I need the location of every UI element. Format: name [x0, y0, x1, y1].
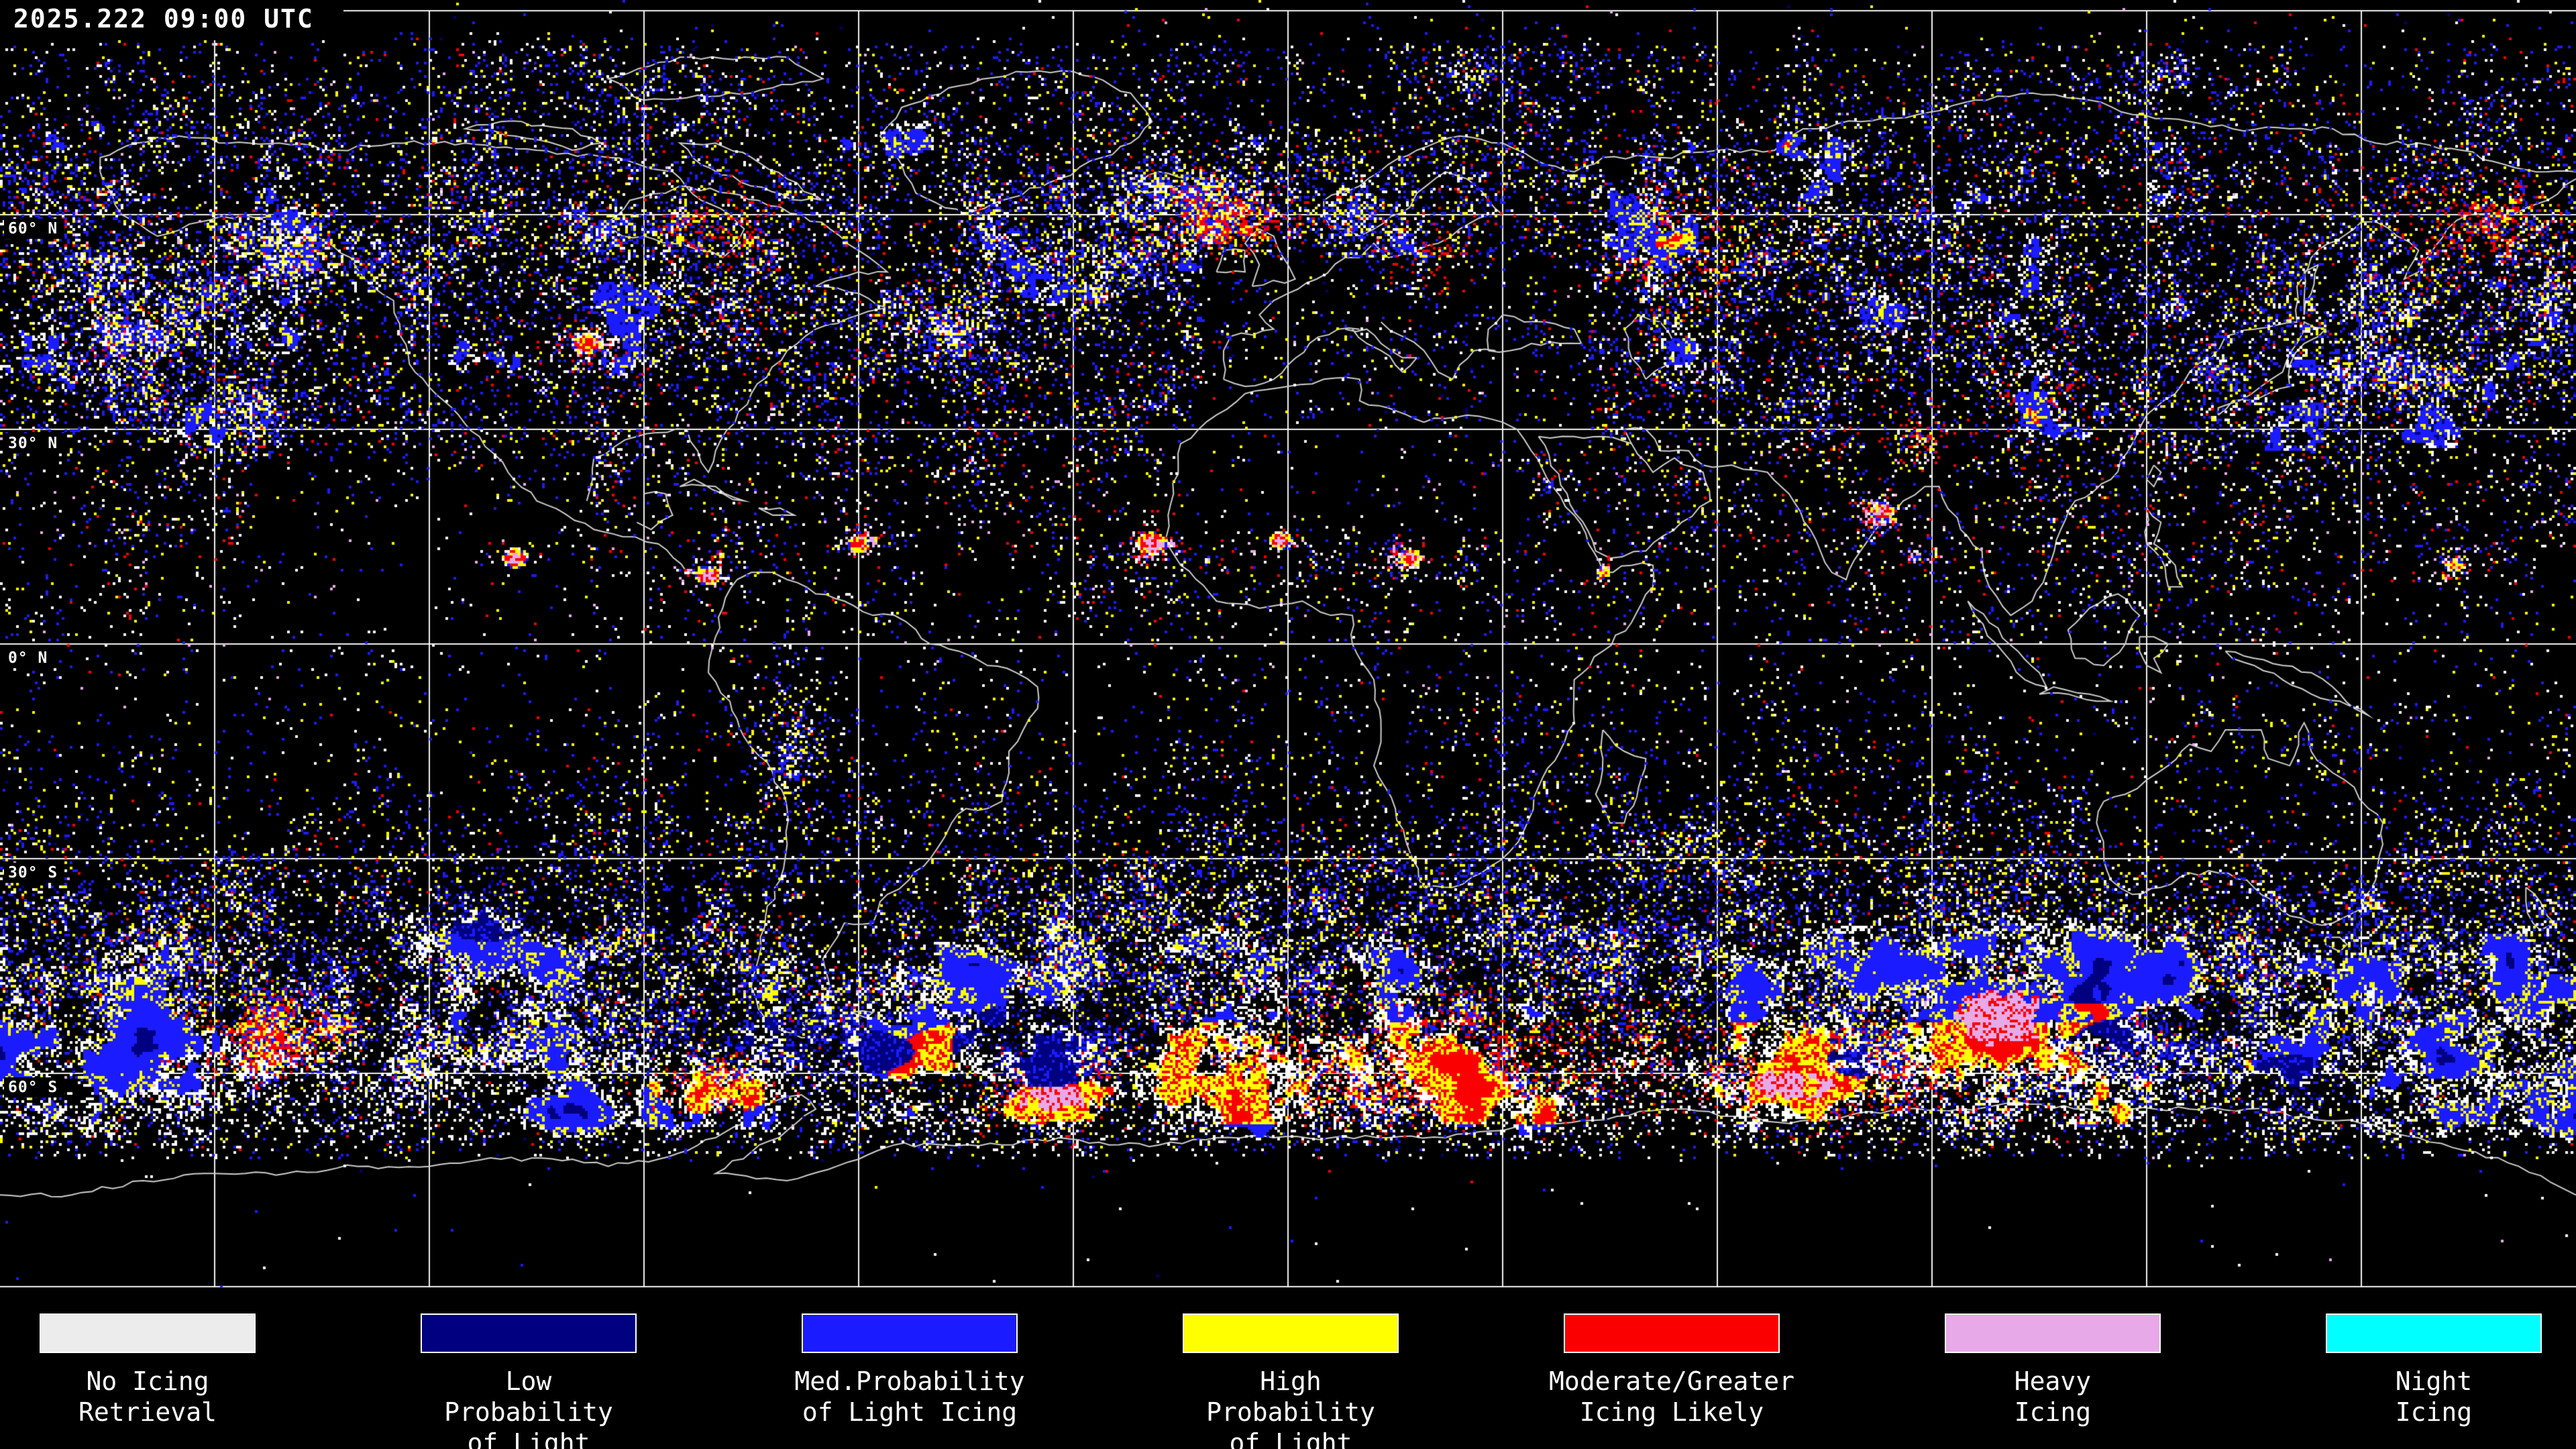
legend-swatch-med-prob — [802, 1313, 1018, 1353]
legend-swatch-no-icing — [40, 1313, 256, 1353]
legend-swatch-moderate — [1564, 1313, 1780, 1353]
legend-label-moderate: Moderate/Greater Icing Likely — [1548, 1366, 1795, 1427]
latitude-label-0n: 0° N — [4, 648, 55, 668]
latitude-label-60s: 60° S — [4, 1077, 65, 1097]
legend-item-med-prob: Med.Probability of Light Icing — [794, 1313, 1025, 1427]
latitude-label-60n: 60° N — [4, 219, 65, 239]
legend-swatch-heavy — [1945, 1313, 2161, 1353]
legend-item-moderate: Moderate/Greater Icing Likely — [1549, 1313, 1794, 1427]
timestamp-label: 2025.222 09:00 UTC — [0, 0, 343, 40]
legend: No Icing Retrieval Low Probability of Lig… — [0, 1313, 2576, 1449]
legend-label-high-prob: High Probability of Light Icing — [1206, 1366, 1375, 1449]
legend-label-med-prob: Med.Probability of Light Icing — [794, 1366, 1025, 1427]
legend-label-no-icing: No Icing Retrieval — [78, 1366, 217, 1427]
legend-swatch-night — [2326, 1313, 2542, 1353]
legend-item-high-prob: High Probability of Light Icing — [1183, 1313, 1399, 1449]
legend-swatch-high-prob — [1183, 1313, 1399, 1353]
legend-item-low-prob: Low Probability of Light Icing — [421, 1313, 637, 1449]
legend-item-heavy: Heavy Icing — [1945, 1313, 2161, 1427]
latitude-label-30s: 30° S — [4, 863, 65, 883]
latitude-label-30n: 30° N — [4, 433, 65, 453]
legend-label-night: Night Icing — [2395, 1366, 2473, 1427]
legend-label-heavy: Heavy Icing — [2014, 1366, 2092, 1427]
legend-item-no-icing: No Icing Retrieval — [40, 1313, 256, 1427]
legend-item-night: Night Icing — [2326, 1313, 2542, 1427]
legend-label-low-prob: Low Probability of Light Icing — [444, 1366, 613, 1449]
legend-swatch-low-prob — [421, 1313, 637, 1353]
